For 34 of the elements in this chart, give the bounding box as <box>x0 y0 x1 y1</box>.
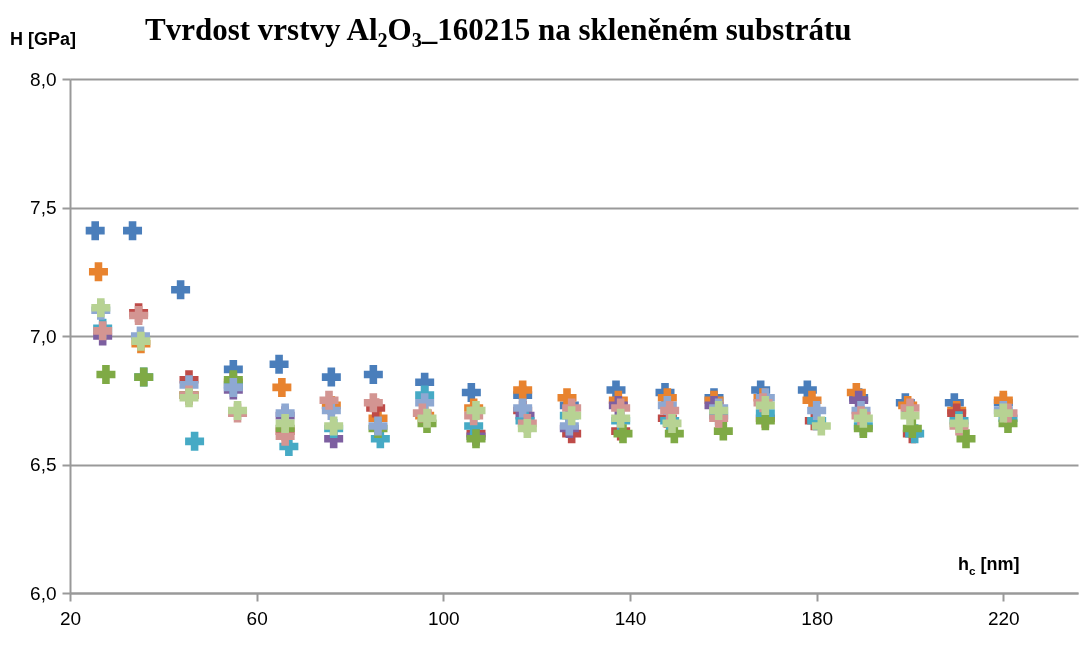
y-tick-label: 6,0 <box>30 582 57 604</box>
x-tick-label: 220 <box>987 607 1020 629</box>
point <box>513 380 533 400</box>
y-tick-label: 6,5 <box>30 454 57 475</box>
point <box>85 221 105 241</box>
point <box>713 421 733 441</box>
point <box>96 365 116 385</box>
point <box>185 431 205 451</box>
x-tick-label: 100 <box>427 607 460 629</box>
x-tick-label: 20 <box>59 607 82 629</box>
point <box>272 377 292 397</box>
point <box>811 416 831 436</box>
y-axis-title: H [GPa] <box>10 29 77 50</box>
point <box>807 401 827 421</box>
point <box>363 365 383 385</box>
point <box>321 367 341 387</box>
point <box>123 221 143 241</box>
y-tick-label: 7,0 <box>30 325 57 347</box>
x-tick-label: 180 <box>801 607 834 629</box>
point <box>517 419 537 439</box>
chart-title: Tvrdost vrstvy Al$_{2}$O$_{3}$_160215 na skleněném substrátu <box>145 12 853 53</box>
point <box>319 390 339 410</box>
x-tick-label: 140 <box>614 607 647 629</box>
point <box>88 262 108 282</box>
x-tick-label: 60 <box>246 607 268 629</box>
x-axis-title: h$_{c}$ [nm] <box>958 554 1020 577</box>
point <box>900 406 920 426</box>
y-tick-label: 8,0 <box>30 68 57 90</box>
point <box>956 429 976 449</box>
point <box>171 280 191 300</box>
y-tick-label: 7,5 <box>30 197 57 218</box>
point <box>269 354 289 374</box>
point <box>363 393 383 413</box>
point <box>275 413 295 433</box>
